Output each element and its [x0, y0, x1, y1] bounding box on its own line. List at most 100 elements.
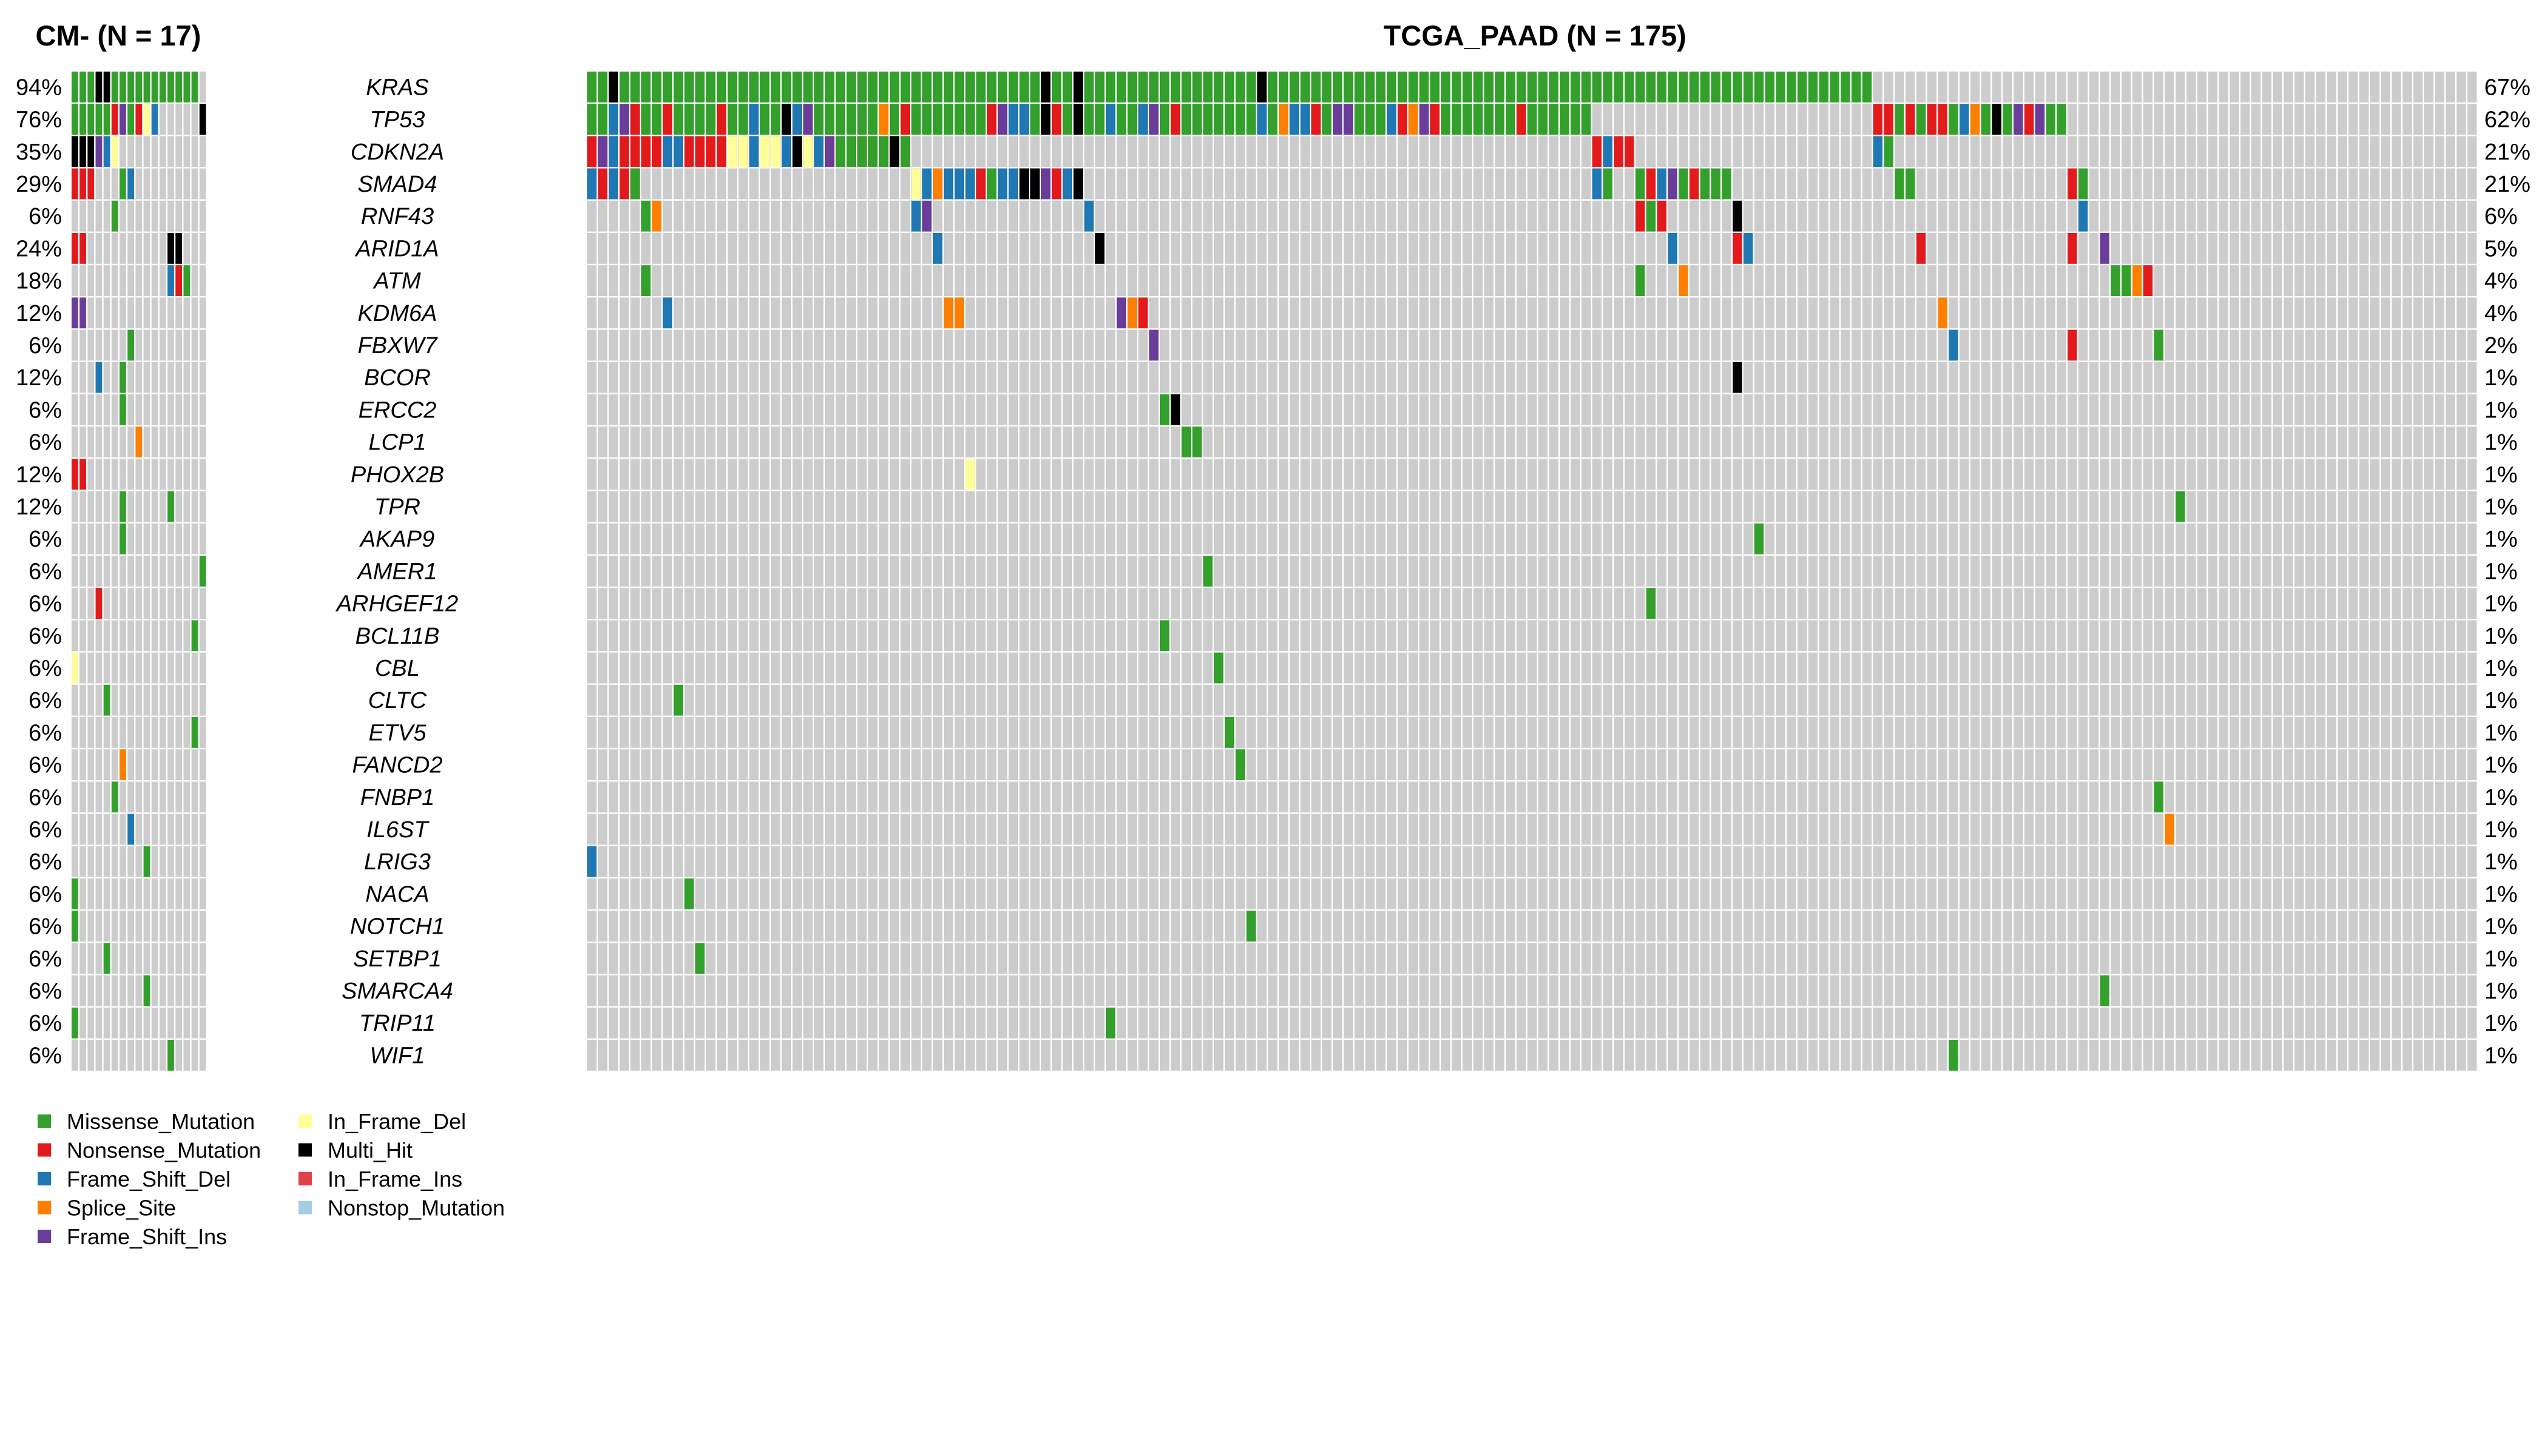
oncoplot-cell-empty	[1765, 717, 1774, 748]
oncoplot-cell-empty	[1462, 329, 1472, 361]
oncoplot-cell-empty	[1041, 556, 1051, 587]
oncoplot-cell-empty	[954, 588, 964, 619]
oncoplot-cell-empty	[167, 781, 174, 813]
oncoplot-cell-empty	[1127, 329, 1137, 361]
oncoplot-cell-empty	[1635, 717, 1645, 748]
oncoplot-cell-empty	[2283, 684, 2293, 716]
oncoplot-cell-empty	[183, 781, 190, 813]
oncoplot-cell-empty	[2197, 233, 2207, 264]
oncoplot-cell-empty	[1516, 556, 1526, 587]
oncoplot-cell-empty	[143, 1040, 150, 1071]
oncoplot-cell-empty	[706, 717, 716, 748]
oncoplot-cell-empty	[1397, 459, 1407, 490]
oncoplot-cell-empty	[781, 265, 792, 296]
oncoplot-cell-empty	[2467, 749, 2477, 780]
oncoplot-cell-empty	[191, 362, 198, 393]
oncoplot-cell-empty	[1733, 168, 1742, 200]
oncoplot-cell-empty	[1116, 136, 1127, 167]
oncoplot-cell-empty	[1905, 749, 1915, 780]
oncoplot-cell-empty	[1084, 652, 1094, 684]
oncoplot-cell-empty	[922, 684, 932, 716]
oncoplot-cell-empty	[835, 329, 846, 361]
oncoplot-cell-empty	[1365, 684, 1375, 716]
oncoplot-cell-empty	[943, 523, 954, 554]
oncoplot-cell-empty	[1646, 459, 1656, 490]
oncoplot-cell-empty	[932, 491, 943, 522]
oncoplot-cell-empty	[2014, 491, 2023, 522]
oncoplot-cell-empty	[1970, 814, 1980, 845]
oncoplot-cell-empty	[889, 652, 900, 684]
oncoplot-cell-empty	[111, 233, 118, 264]
oncoplot-cell-empty	[1322, 556, 1332, 587]
oncoplot-cell-empty	[1862, 297, 1872, 329]
oncoplot-cell-empty	[932, 426, 943, 457]
oncoplot-cell-empty	[1192, 846, 1202, 877]
oncoplot-cell-empty	[2240, 459, 2250, 490]
oncoplot-cell-empty	[1960, 523, 1969, 554]
oncoplot-cell-empty	[167, 878, 174, 909]
oncoplot-cell-empty	[2143, 684, 2153, 716]
oncoplot-cell-empty	[2122, 362, 2131, 393]
oncoplot-cell-empty	[2046, 136, 2055, 167]
oncoplot-cell-empty	[2230, 362, 2239, 393]
oncoplot-cell-empty	[1505, 781, 1515, 813]
oncoplot-cell-empty	[987, 426, 997, 457]
oncoplot-cell-empty	[2186, 200, 2196, 232]
oncoplot-cell-empty	[151, 297, 158, 329]
oncoplot-cell-empty	[1927, 846, 1937, 877]
oncoplot-cell-empty	[2402, 362, 2412, 393]
oncoplot-cell-empty	[2251, 620, 2261, 652]
oncoplot-cell-empty	[1916, 265, 1926, 296]
oncoplot-cell-empty	[1700, 846, 1710, 877]
oncoplot-cell-empty	[2251, 362, 2261, 393]
oncoplot-cell-empty	[911, 684, 921, 716]
oncoplot-cell-empty	[2078, 684, 2088, 716]
oncoplot-cell-empty	[1960, 72, 1969, 103]
oncoplot-cell-empty	[1592, 104, 1602, 135]
oncoplot-cell-empty	[911, 297, 921, 329]
oncoplot-cell-empty	[1516, 846, 1526, 877]
oncoplot-cell-empty	[943, 652, 954, 684]
oncoplot-cell-empty	[1062, 426, 1073, 457]
oncoplot-cell-empty	[1235, 168, 1245, 200]
oncoplot-cell-empty	[2100, 556, 2110, 587]
oncoplot-cell-empty	[135, 136, 143, 167]
oncoplot-cell-empty	[1733, 588, 1742, 619]
oncoplot-cell-empty	[1516, 717, 1526, 748]
oncoplot-cell-empty	[1343, 523, 1353, 554]
oncoplot-cell-empty	[965, 297, 975, 329]
oncoplot-cell-empty	[175, 1007, 183, 1039]
mutation-cell-splice-site	[135, 426, 143, 457]
oncoplot-cell-empty	[1624, 556, 1634, 587]
oncoplot-cell-empty	[1678, 556, 1688, 587]
oncoplot-cell-empty	[1830, 491, 1839, 522]
oncoplot-cell-empty	[120, 329, 126, 361]
oncoplot-cell-empty	[1560, 781, 1569, 813]
oncoplot-cell-empty	[2337, 523, 2347, 554]
oncoplot-cell-empty	[1743, 136, 1753, 167]
oncoplot-cell-empty	[95, 297, 103, 329]
oncoplot-cell-empty	[2424, 297, 2434, 329]
oncoplot-cell-empty	[1916, 200, 1926, 232]
oncoplot-cell-empty	[1916, 588, 1926, 619]
oncoplot-cell-empty	[2402, 491, 2412, 522]
oncoplot-cell-empty	[1376, 168, 1386, 200]
oncoplot-cell-empty	[2024, 329, 2034, 361]
oncoplot-cell-empty	[1560, 329, 1569, 361]
oncoplot-cell-empty	[684, 620, 694, 652]
oncoplot-cell-empty	[706, 297, 716, 329]
oncoplot-cell-empty	[1181, 814, 1191, 845]
oncoplot-cell-empty	[2089, 588, 2099, 619]
oncoplot-cell-empty	[2111, 717, 2120, 748]
oncoplot-cell-empty	[2046, 523, 2055, 554]
oncoplot-cell-empty	[1592, 620, 1602, 652]
oncoplot-cell-empty	[1981, 846, 1991, 877]
oncoplot-cell-empty	[1441, 556, 1451, 587]
oncoplot-cell-empty	[1830, 846, 1839, 877]
oncoplot-cell-empty	[1473, 652, 1483, 684]
oncoplot-cell-empty	[695, 362, 705, 393]
oncoplot-cell-empty	[1008, 684, 1019, 716]
oncoplot-cell-empty	[1073, 684, 1083, 716]
oncoplot-cell-empty	[727, 749, 737, 780]
oncoplot-cell-empty	[900, 394, 910, 425]
